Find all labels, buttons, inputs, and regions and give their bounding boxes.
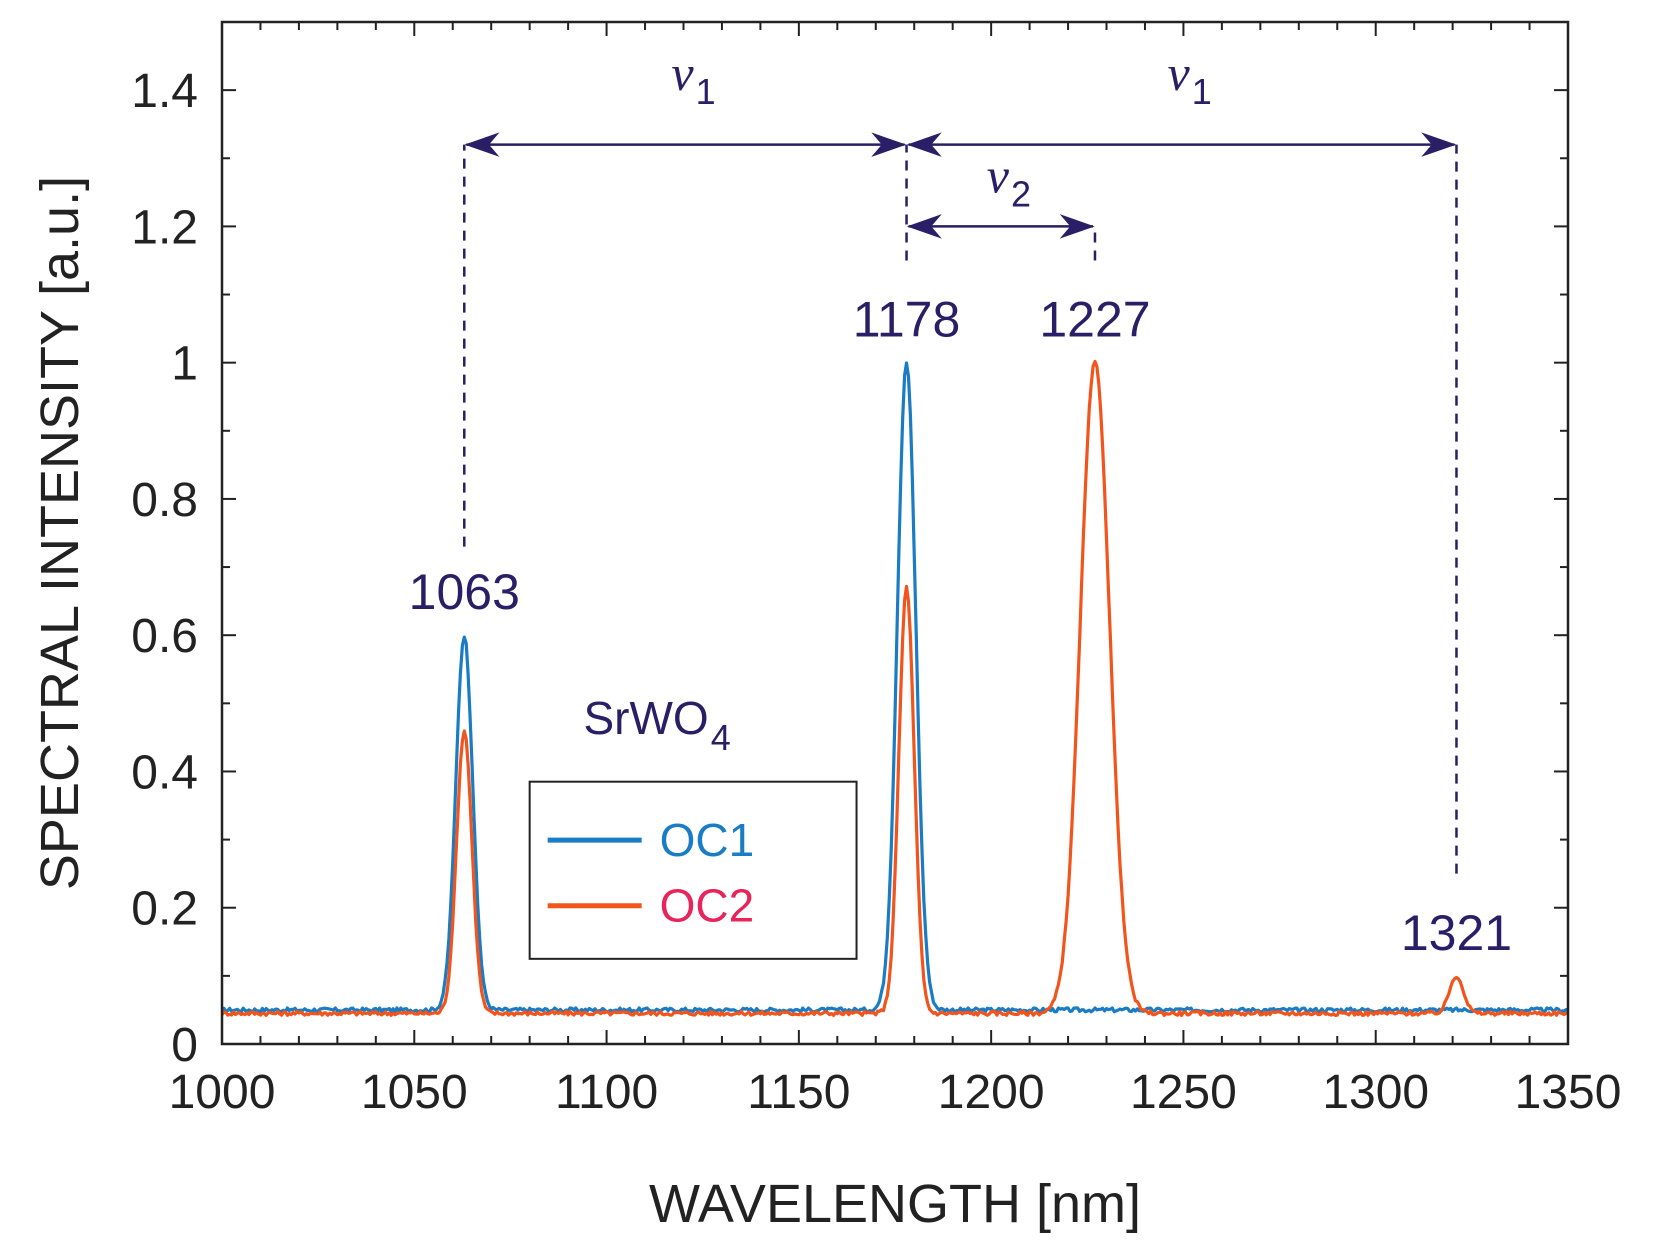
data-series xyxy=(220,359,1569,1018)
x-tick-label: 1250 xyxy=(1130,1066,1237,1119)
legend: OC1 OC2 xyxy=(528,780,858,960)
peak-label-1227: 1227 xyxy=(1039,292,1150,348)
y-tick-label: 0.2 xyxy=(131,883,198,936)
compound-label: SrWO4 xyxy=(583,692,730,758)
y-tick-label: 0.4 xyxy=(131,746,198,799)
y-axis-title: SPECTRAL INTENSITY [a.u.] xyxy=(30,176,90,890)
x-tick-label: 1150 xyxy=(747,1066,850,1119)
y-tick-label: 0.6 xyxy=(131,610,198,663)
shift-label: ν1 xyxy=(671,45,715,112)
shift-annotations: ν1 ν1 ν2 xyxy=(463,45,1458,874)
series-line-oc2 xyxy=(220,359,1569,1018)
x-tick-label: 1200 xyxy=(938,1066,1045,1119)
x-tick-label: 1100 xyxy=(555,1066,658,1119)
x-axis-title: WAVELENGTH [nm] xyxy=(649,1174,1141,1234)
x-tick-label: 1000 xyxy=(169,1066,276,1119)
compound-name: SrWO4 xyxy=(583,692,730,758)
x-tick-label: 1300 xyxy=(1322,1066,1429,1119)
legend-label-oc2: OC2 xyxy=(660,880,755,932)
shift-label: ν2 xyxy=(987,147,1031,214)
peak-label-1063: 1063 xyxy=(409,564,520,620)
legend-label-oc1: OC1 xyxy=(660,814,755,866)
compound-subscript: 4 xyxy=(711,717,731,758)
x-tick-label: 1050 xyxy=(361,1066,468,1119)
legend-box xyxy=(528,780,858,960)
y-tick-label: 0 xyxy=(171,1019,198,1072)
y-tick-label: 0.8 xyxy=(131,474,198,527)
shift-label-subscript: 1 xyxy=(1192,71,1212,112)
series-line-oc1 xyxy=(221,361,1569,1014)
y-tick-label: 1.4 xyxy=(131,65,198,118)
shift-label: ν1 xyxy=(1168,45,1212,112)
y-tick-label: 1 xyxy=(171,338,198,391)
plot-frame xyxy=(220,20,1570,1046)
shift-label-subscript: 1 xyxy=(696,71,716,112)
axis-tick-labels: 1000 1050 1100 1150 1200 1250 1300 1350 0 0.2 0.4 0… xyxy=(131,65,1621,1119)
peak-labels: 1063 1178 1227 1321 xyxy=(409,292,1512,961)
y-tick-label: 1.2 xyxy=(131,201,198,254)
x-tick-label: 1350 xyxy=(1515,1066,1622,1119)
peak-label-1321: 1321 xyxy=(1401,905,1512,961)
shift-label-subscript: 2 xyxy=(1011,173,1031,214)
peak-label-1178: 1178 xyxy=(853,292,961,348)
